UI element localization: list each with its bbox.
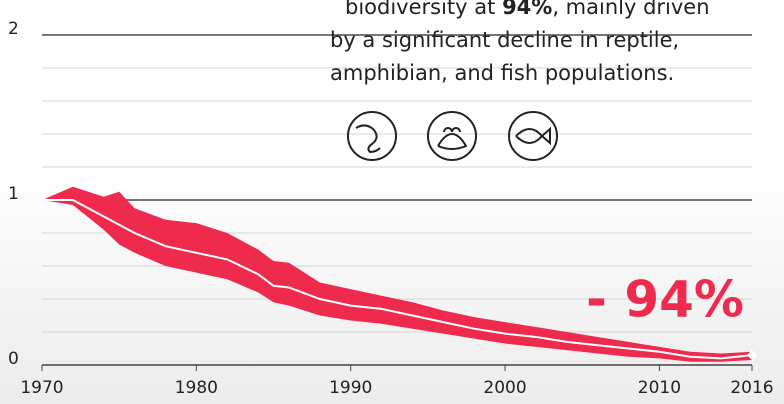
annotation-text: , mainly driven xyxy=(552,0,709,19)
reptile-shape xyxy=(355,124,381,154)
fish-shape xyxy=(515,126,551,146)
end-marker xyxy=(747,350,757,361)
plot xyxy=(37,186,757,362)
annotation-text: biodiversity at xyxy=(345,0,502,19)
amphibian-icon xyxy=(427,111,477,161)
confidence-band xyxy=(42,186,752,362)
icons xyxy=(347,111,558,161)
y-tick-label: 0 xyxy=(8,349,19,369)
end-marker xyxy=(37,195,47,205)
annotation-bold: 94% xyxy=(502,0,552,19)
annotation-line: amphibian, and fish populations. xyxy=(330,61,674,85)
x-tick-label: 2000 xyxy=(483,378,526,398)
x-tick-label: 1970 xyxy=(20,378,63,398)
index-line xyxy=(42,199,753,360)
y-tick-label: 2 xyxy=(8,19,19,39)
amphibian-shape xyxy=(437,127,468,150)
reptile-icon xyxy=(347,111,397,161)
x-tick-label: 1990 xyxy=(329,378,372,398)
y-tick-label: 1 xyxy=(8,184,19,204)
big-label: - 94% xyxy=(586,271,744,329)
grid: 0 1 2 1970 1980 1990 2000 2010 2016 xyxy=(8,19,774,398)
annotation-line: biodiversity at 94%, mainly driven xyxy=(345,0,710,19)
x-tick-label: 1980 xyxy=(175,378,218,398)
fish-icon xyxy=(508,111,558,161)
annotation-line: by a significant decline in reptile, xyxy=(330,28,679,52)
x-tick-label: 2016 xyxy=(730,378,773,398)
x-tick-label: 2010 xyxy=(638,378,681,398)
